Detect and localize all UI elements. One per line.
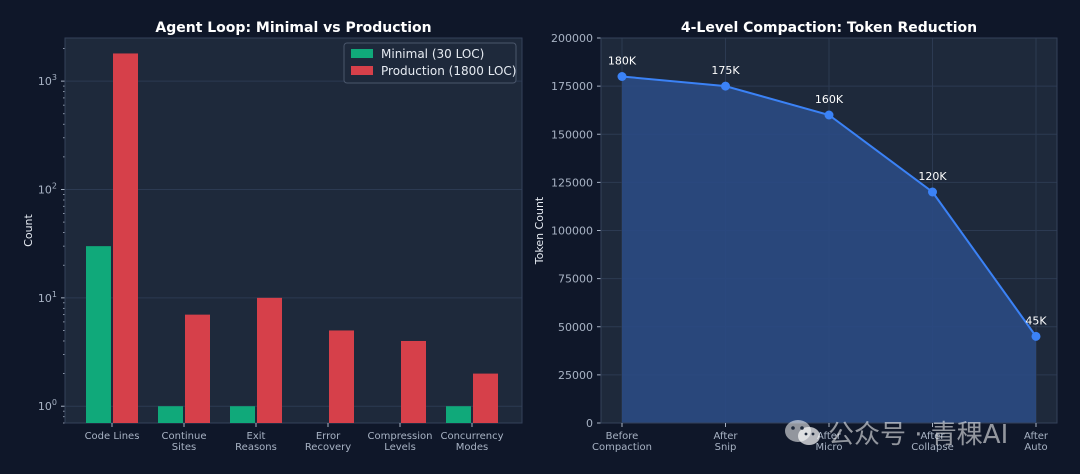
- area-fill: [622, 76, 1036, 423]
- area-ytick-label: 150000: [551, 128, 593, 141]
- bar-production: [473, 373, 498, 423]
- area-category-label: After: [713, 431, 738, 442]
- bar-chart-title: Agent Loop: Minimal vs Production: [155, 20, 431, 36]
- bar-minimal: [446, 406, 471, 423]
- bar-ytick-label: 102: [38, 181, 57, 196]
- legend-label: Minimal (30 LOC): [381, 47, 484, 61]
- legend-box: [343, 42, 517, 84]
- area-point: [721, 81, 730, 91]
- area-category-label: Micro: [816, 442, 843, 453]
- area-ytick-label: 75000: [558, 273, 593, 286]
- area-category-label: After: [817, 431, 842, 442]
- bar-ytick-label: 103: [38, 73, 57, 88]
- area-chart-title: 4-Level Compaction: Token Reduction: [681, 20, 977, 36]
- bar-ytick-base: 10: [38, 292, 52, 305]
- area-point-label: 160K: [815, 93, 844, 106]
- bar-production: [185, 314, 210, 423]
- bar-plot-frame: [64, 37, 523, 424]
- bar-category-label: Sites: [172, 442, 196, 453]
- area-ytick-label: 200000: [551, 32, 593, 45]
- bar-ytick-label: 100: [38, 398, 57, 413]
- area-category-label: After: [920, 431, 945, 442]
- area-chart: 0 25000 50000 75000 100000 125000 150000 175000…: [533, 20, 1058, 453]
- area-point: [824, 110, 834, 120]
- bar-ytick-base: 10: [38, 400, 52, 413]
- bar-production: [113, 53, 138, 423]
- bar-ytick-base: 10: [38, 183, 52, 196]
- area-ytick-label: 25000: [558, 369, 593, 382]
- bar-minimal: [230, 406, 255, 423]
- legend-label: Production (1800 LOC): [381, 64, 516, 78]
- area-category-label: Collapse: [911, 442, 954, 453]
- area-ytick-label: 175000: [551, 80, 593, 93]
- area-category-label: Auto: [1024, 442, 1047, 453]
- area-point-label: 175K: [711, 64, 740, 77]
- bar-category-label: Continue: [162, 431, 207, 442]
- bar-ylabel: Count: [22, 213, 35, 246]
- area-category-label: After: [1024, 431, 1049, 442]
- bar-category-label: Recovery: [305, 442, 351, 453]
- bar-ytick-base: 10: [38, 75, 52, 88]
- bar-category-label: Code Lines: [85, 431, 140, 442]
- area-ylabel: Token Count: [533, 196, 546, 265]
- bar-production: [257, 297, 282, 423]
- bar-ytick-exponent: 3: [52, 73, 57, 82]
- bar-category-label: Exit: [247, 431, 266, 442]
- watermark: 公众号 · 青稞AI: [784, 414, 1008, 451]
- legend-swatch: [351, 66, 373, 75]
- bar-category-label: Modes: [456, 442, 488, 453]
- bar-category-label: Reasons: [235, 442, 277, 453]
- bar-category-label: Compression: [368, 431, 433, 442]
- watermark-text: 公众号 · 青稞AI: [828, 420, 1009, 450]
- wechat-icon: [785, 419, 820, 445]
- area-point-label: 180K: [608, 55, 637, 68]
- bar-category-label: Concurrency: [440, 431, 503, 442]
- area-category-label: Snip: [715, 442, 737, 453]
- bar-category-label: Levels: [384, 442, 416, 453]
- area-ytick-label: 100000: [551, 225, 593, 238]
- bar-minimal: [158, 406, 183, 423]
- bar-ytick-exponent: 0: [52, 398, 57, 407]
- bar-ytick-exponent: 1: [52, 290, 57, 299]
- bar-production: [401, 340, 426, 423]
- bar-ytick-exponent: 2: [52, 181, 57, 190]
- bar-category-label: Error: [316, 431, 341, 442]
- area-point: [1031, 331, 1041, 341]
- area-point: [617, 72, 627, 81]
- bar-production: [329, 330, 354, 423]
- area-ytick-label: 125000: [551, 176, 593, 189]
- area-category-label: Compaction: [592, 442, 652, 453]
- area-ytick-label: 0: [586, 417, 593, 430]
- legend-swatch: [351, 49, 373, 58]
- area-point: [928, 187, 937, 197]
- bar-minimal: [86, 246, 111, 423]
- area-point-label: 45K: [1025, 314, 1047, 327]
- area-category-label: Before: [606, 431, 639, 442]
- bar-plot-area: [65, 38, 522, 423]
- area-point-label: 120K: [918, 170, 947, 183]
- bar-ytick-label: 101: [38, 290, 57, 305]
- area-ytick-label: 50000: [558, 321, 593, 334]
